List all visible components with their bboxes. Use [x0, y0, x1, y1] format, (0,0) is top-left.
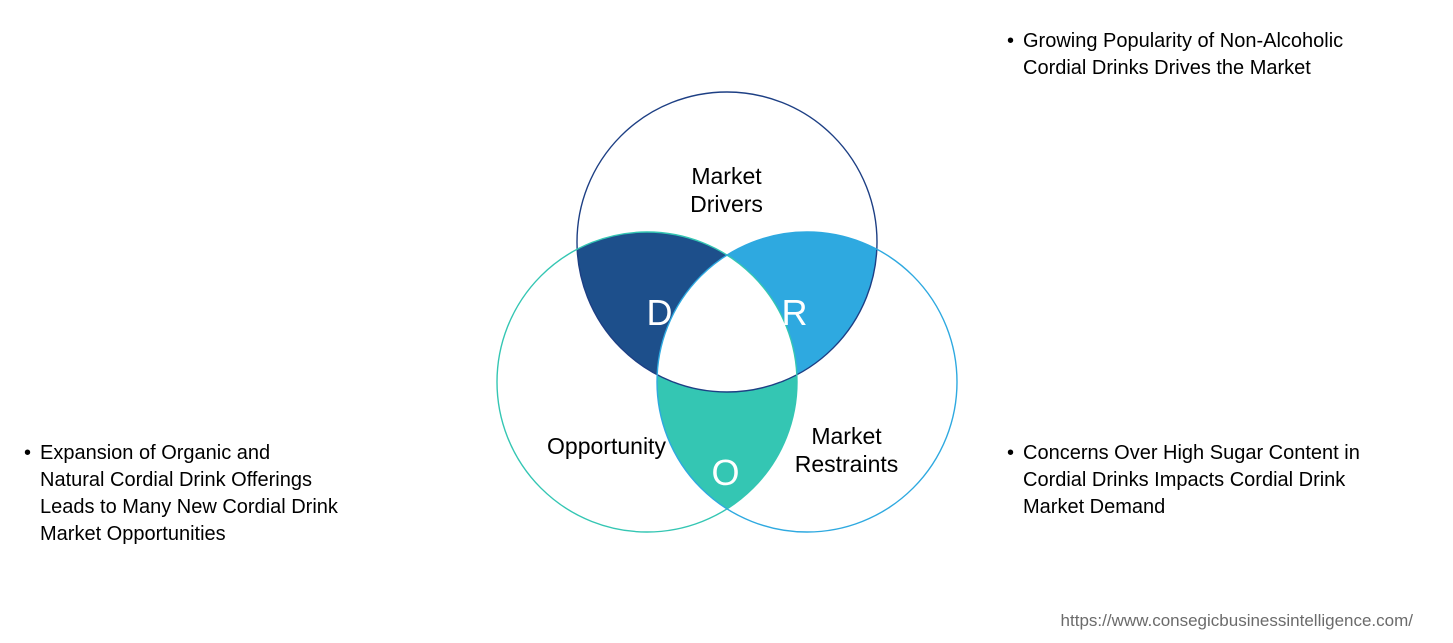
bullet-restraints: Concerns Over High Sugar Content in Cord… — [1023, 440, 1383, 521]
venn-diagram: Market Drivers Opportunity Market Restra… — [447, 62, 1007, 582]
venn-svg — [447, 62, 1007, 582]
bullet-opportunity: Expansion of Organic and Natural Cordial… — [40, 440, 340, 548]
bullet-drivers: Growing Popularity of Non-Alcoholic Cord… — [1023, 28, 1383, 82]
footer-url: https://www.consegicbusinessintelligence… — [1061, 611, 1413, 631]
